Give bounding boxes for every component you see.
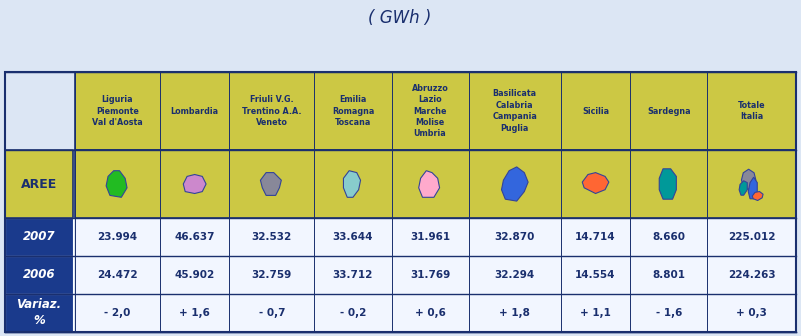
PathPatch shape <box>344 171 360 197</box>
Text: + 1,8: + 1,8 <box>499 308 530 318</box>
Text: ( GWh ): ( GWh ) <box>368 9 432 27</box>
Text: 32.759: 32.759 <box>252 270 292 280</box>
Text: Basilicata
Calabria
Campania
Puglia: Basilicata Calabria Campania Puglia <box>493 89 537 133</box>
Text: 224.263: 224.263 <box>728 270 775 280</box>
PathPatch shape <box>659 169 676 199</box>
Text: 8.801: 8.801 <box>652 270 685 280</box>
Bar <box>5 150 73 218</box>
Text: - 2,0: - 2,0 <box>104 308 131 318</box>
Text: - 1,6: - 1,6 <box>655 308 682 318</box>
PathPatch shape <box>582 173 609 194</box>
Text: Lombardia: Lombardia <box>171 107 219 116</box>
Text: + 1,1: + 1,1 <box>580 308 611 318</box>
Text: 32.294: 32.294 <box>495 270 535 280</box>
Text: + 1,6: + 1,6 <box>179 308 210 318</box>
PathPatch shape <box>739 181 747 195</box>
Bar <box>5 218 73 256</box>
Text: 33.644: 33.644 <box>332 232 373 242</box>
Text: AREE: AREE <box>21 177 57 191</box>
Text: - 0,7: - 0,7 <box>259 308 285 318</box>
Text: 14.554: 14.554 <box>575 270 616 280</box>
Bar <box>75 294 796 332</box>
Text: 33.712: 33.712 <box>332 270 373 280</box>
Text: 2007: 2007 <box>22 230 55 244</box>
Bar <box>75 72 796 150</box>
Text: Sicilia: Sicilia <box>582 107 609 116</box>
Text: 8.660: 8.660 <box>652 232 685 242</box>
PathPatch shape <box>742 169 756 189</box>
PathPatch shape <box>183 174 206 194</box>
Bar <box>75 218 796 256</box>
Bar <box>75 256 796 294</box>
Text: 2006: 2006 <box>22 268 55 282</box>
PathPatch shape <box>107 171 127 197</box>
Text: 23.994: 23.994 <box>98 232 138 242</box>
Text: Emilia
Romagna
Toscana: Emilia Romagna Toscana <box>332 95 374 127</box>
PathPatch shape <box>501 167 528 201</box>
Text: 32.532: 32.532 <box>252 232 292 242</box>
Text: Friuli V.G.
Trentino A.A.
Veneto: Friuli V.G. Trentino A.A. Veneto <box>242 95 302 127</box>
Text: 225.012: 225.012 <box>728 232 775 242</box>
PathPatch shape <box>748 177 757 199</box>
PathPatch shape <box>260 173 281 196</box>
Bar <box>75 150 796 218</box>
Text: - 0,2: - 0,2 <box>340 308 366 318</box>
PathPatch shape <box>419 171 440 197</box>
Text: 31.769: 31.769 <box>410 270 450 280</box>
Text: 14.714: 14.714 <box>575 232 616 242</box>
Text: 46.637: 46.637 <box>175 232 215 242</box>
Text: Variaz.
%: Variaz. % <box>17 298 62 328</box>
Bar <box>5 294 73 332</box>
Text: 45.902: 45.902 <box>175 270 215 280</box>
Text: 32.870: 32.870 <box>495 232 535 242</box>
Text: + 0,6: + 0,6 <box>415 308 445 318</box>
PathPatch shape <box>752 192 763 201</box>
Bar <box>5 72 796 332</box>
Text: Liguria
Piemonte
Val d'Aosta: Liguria Piemonte Val d'Aosta <box>92 95 143 127</box>
Text: Totale
Italia: Totale Italia <box>738 101 766 121</box>
Text: 31.961: 31.961 <box>410 232 450 242</box>
Text: Abruzzo
Lazio
Marche
Molise
Umbria: Abruzzo Lazio Marche Molise Umbria <box>412 84 449 138</box>
Text: 24.472: 24.472 <box>97 270 138 280</box>
Text: + 0,3: + 0,3 <box>736 308 767 318</box>
Text: Sardegna: Sardegna <box>647 107 690 116</box>
Bar <box>5 256 73 294</box>
